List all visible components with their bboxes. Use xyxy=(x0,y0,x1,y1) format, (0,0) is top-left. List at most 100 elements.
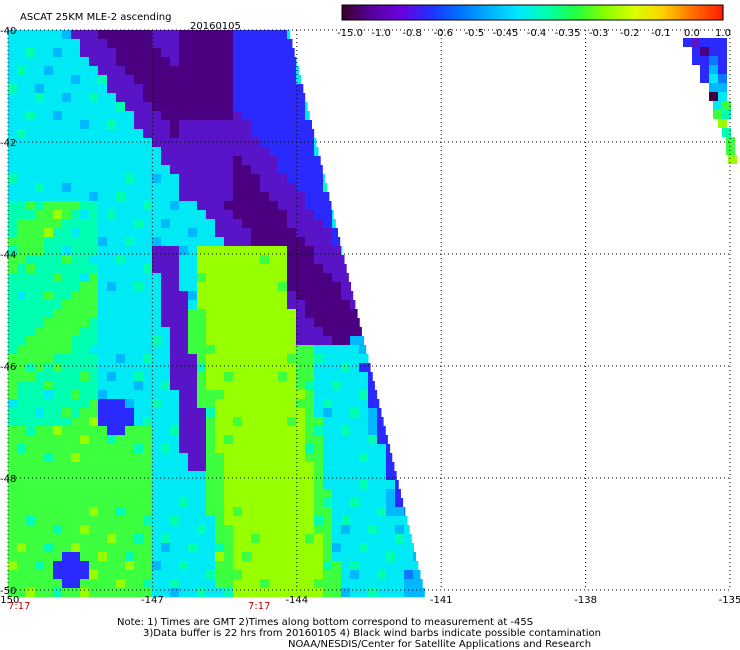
data-pixel xyxy=(242,264,252,274)
data-pixel xyxy=(125,579,135,589)
data-pixel xyxy=(134,354,144,364)
data-pixel xyxy=(170,318,180,328)
data-pixel xyxy=(170,525,180,535)
data-pixel xyxy=(134,516,144,526)
data-pixel xyxy=(35,93,45,103)
colorbar-segment xyxy=(376,5,381,20)
data-pixel xyxy=(269,66,279,76)
data-pixel xyxy=(161,561,171,571)
data-pixel xyxy=(296,138,306,148)
data-pixel xyxy=(332,471,342,481)
data-pixel xyxy=(314,246,324,256)
data-pixel xyxy=(188,156,198,166)
data-pixel xyxy=(35,570,45,580)
data-pixel xyxy=(296,156,306,166)
data-pixel xyxy=(359,543,369,553)
data-pixel xyxy=(368,561,378,571)
data-pixel xyxy=(305,282,315,292)
data-pixel xyxy=(161,534,171,544)
data-pixel xyxy=(125,147,135,157)
data-pixel xyxy=(251,219,261,229)
colorbar-segment xyxy=(405,5,410,20)
data-pixel xyxy=(98,66,108,76)
data-pixel xyxy=(170,309,180,319)
data-pixel xyxy=(260,381,270,391)
data-pixel xyxy=(8,93,18,103)
data-pixel xyxy=(260,579,270,589)
data-pixel xyxy=(269,516,279,526)
data-pixel xyxy=(89,183,99,193)
colorbar-segment xyxy=(491,5,495,20)
data-pixel xyxy=(359,390,369,400)
colorbar-segment xyxy=(497,5,502,20)
data-pixel xyxy=(323,219,333,229)
data-pixel xyxy=(17,516,27,526)
time-label-mid: 7:17 xyxy=(248,601,270,612)
data-pixel xyxy=(188,111,198,121)
data-pixel xyxy=(98,381,108,391)
data-pixel xyxy=(197,129,207,139)
data-pixel xyxy=(377,417,384,427)
data-pixel xyxy=(107,228,117,238)
data-pixel xyxy=(8,39,18,49)
data-pixel xyxy=(98,444,108,454)
data-pixel xyxy=(269,372,279,382)
data-pixel xyxy=(287,318,297,328)
data-pixel xyxy=(116,93,126,103)
data-pixel xyxy=(17,300,27,310)
data-pixel xyxy=(269,336,279,346)
data-pixel xyxy=(152,156,162,166)
data-pixel xyxy=(314,255,324,265)
data-pixel xyxy=(134,246,144,256)
data-pixel xyxy=(80,165,90,175)
data-pixel xyxy=(62,111,72,121)
data-pixel xyxy=(170,102,180,112)
data-pixel xyxy=(17,273,27,283)
data-pixel xyxy=(89,408,99,418)
data-pixel xyxy=(143,372,153,382)
data-pixel xyxy=(89,552,99,562)
data-pixel xyxy=(26,525,36,535)
data-pixel xyxy=(170,210,180,220)
data-pixel xyxy=(62,192,72,202)
data-pixel xyxy=(107,516,117,526)
data-pixel xyxy=(152,399,162,409)
data-pixel xyxy=(44,345,54,355)
data-pixel xyxy=(152,318,162,328)
data-pixel xyxy=(170,174,180,184)
data-pixel xyxy=(287,381,297,391)
data-pixel xyxy=(116,570,126,580)
data-pixel xyxy=(215,183,225,193)
colorbar-segment xyxy=(370,5,375,20)
data-pixel xyxy=(305,552,315,562)
data-pixel xyxy=(80,489,90,499)
data-pixel xyxy=(233,30,243,40)
data-pixel xyxy=(98,552,108,562)
latitude-labels: -40-42-44-46-48-50 xyxy=(0,26,16,597)
data-pixel xyxy=(323,363,333,373)
data-pixel xyxy=(152,408,162,418)
colorbar-segment xyxy=(437,5,442,20)
data-pixel xyxy=(350,426,360,436)
colorbar-segment xyxy=(342,5,346,20)
data-pixel xyxy=(341,390,351,400)
data-pixel xyxy=(287,543,297,553)
data-pixel xyxy=(305,309,315,319)
data-pixel xyxy=(359,579,369,589)
data-pixel xyxy=(377,552,387,562)
data-pixel xyxy=(224,588,234,598)
data-pixel xyxy=(233,453,243,463)
data-pixel xyxy=(17,102,27,112)
data-pixel xyxy=(278,219,288,229)
data-pixel xyxy=(152,534,162,544)
data-pixel xyxy=(350,588,360,598)
data-pixel xyxy=(53,102,63,112)
colorbar-segment xyxy=(580,5,584,20)
data-pixel xyxy=(98,471,108,481)
data-pixel xyxy=(278,102,288,112)
data-pixel xyxy=(17,579,27,589)
data-pixel xyxy=(161,417,171,427)
data-pixel xyxy=(98,174,108,184)
data-pixel xyxy=(134,336,144,346)
